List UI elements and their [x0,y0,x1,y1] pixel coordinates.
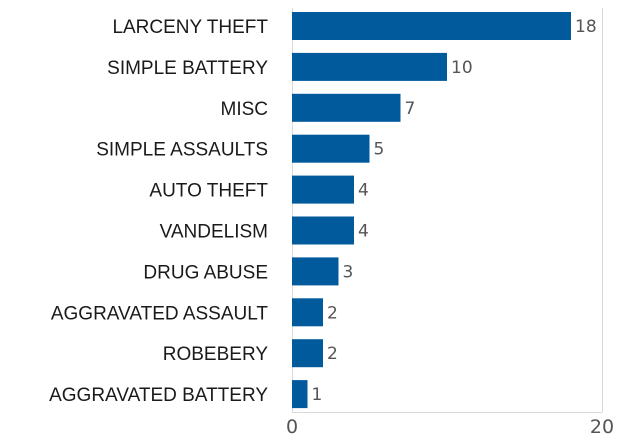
bar [292,298,323,327]
category-label: MISC [221,99,269,120]
bars-group [292,12,571,409]
bar [292,380,308,409]
data-label: 5 [374,140,385,160]
data-label: 1 [312,385,323,405]
data-label: 3 [343,262,354,282]
bar [292,339,323,368]
data-label: 10 [451,58,473,78]
bar [292,93,401,122]
category-label: AGGRAVATED BATTERY [49,385,268,406]
bar [292,175,354,204]
category-label: AGGRAVATED ASSAULT [51,303,269,324]
data-label: 18 [575,17,597,37]
data-label: 7 [405,99,416,119]
data-label: 2 [327,303,338,323]
category-label: LARCENY THEFT [112,17,268,38]
x-axis-ticks: 0 20 [286,416,614,437]
bar [292,52,447,81]
category-labels: LARCENY THEFT SIMPLE BATTERY MISC SIMPLE AS… [49,17,268,406]
tick-label: 0 [286,416,298,437]
category-label: AUTO THEFT [149,181,268,202]
data-label: 4 [358,181,369,201]
bar [292,257,339,286]
category-label: SIMPLE ASSAULTS [96,140,268,161]
bar [292,12,571,40]
bar [292,134,370,163]
data-label: 2 [327,344,338,364]
data-label: 4 [358,222,369,242]
category-label: VANDELISM [160,222,268,243]
category-label: DRUG ABUSE [143,262,268,283]
bar [292,216,354,245]
category-label: SIMPLE BATTERY [107,58,268,79]
tick-label: 20 [590,416,614,437]
category-label: ROBEBERY [163,344,269,365]
